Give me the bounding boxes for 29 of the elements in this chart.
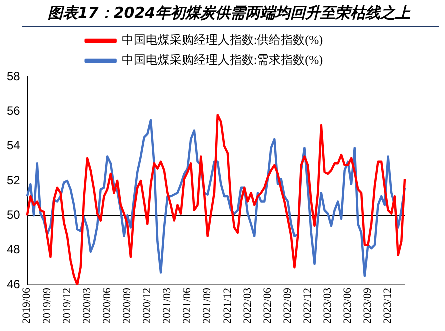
y-tick-label: 54	[6, 138, 21, 153]
x-tick-label: 2022/12	[302, 288, 314, 324]
x-tick-label: 2020/09	[122, 287, 134, 324]
x-tick-label: 2023/12	[382, 288, 394, 324]
x-tick-label: 2023/06	[342, 287, 354, 324]
x-tick-label: 2019/09	[41, 287, 54, 324]
x-tick-label: 2020/12	[142, 288, 154, 324]
x-tick-label: 2022/03	[242, 287, 254, 324]
x-tick-label: 2019/12	[61, 288, 74, 324]
y-tick-label: 48	[6, 242, 21, 257]
x-tick-label: 2021/09	[202, 287, 214, 324]
y-tick-label: 58	[6, 69, 21, 84]
y-tick-label: 46	[6, 277, 21, 292]
y-tick-label: 56	[6, 104, 21, 118]
x-tick-label: 2022/06	[262, 287, 274, 324]
x-tick-label: 2023/09	[362, 287, 374, 324]
legend-label: 中国电煤采购经理人指数:供给指数(%)	[122, 33, 324, 48]
x-tick-label: 2020/06	[101, 287, 114, 324]
x-tick-label: 2020/03	[81, 287, 94, 324]
x-tick-label: 2021/12	[222, 288, 234, 324]
x-tick-label: 2022/09	[282, 287, 294, 324]
x-tick-label: 2023/03	[322, 287, 334, 324]
x-tick-label: 2021/03	[162, 287, 174, 324]
legend-label: 中国电煤采购经理人指数:需求指数(%)	[122, 53, 324, 68]
y-tick-label: 52	[6, 173, 21, 188]
chart-title: 图表17：2024年初煤炭供需两端均回升至荣枯线之上	[22, 0, 439, 27]
y-tick-label: 50	[6, 208, 21, 222]
x-tick-label: 2021/06	[182, 287, 194, 324]
x-tick-label: 2019/06	[21, 287, 34, 324]
